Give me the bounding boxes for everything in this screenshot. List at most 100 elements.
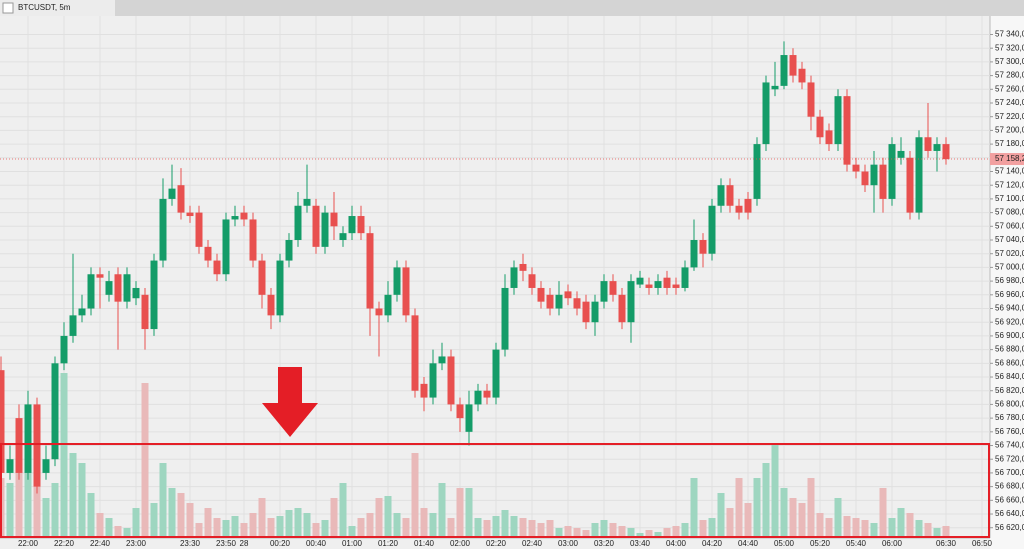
candle-body xyxy=(726,185,734,206)
tab-bar xyxy=(0,0,1024,16)
candle-body xyxy=(771,85,779,90)
x-tick-label: 01:40 xyxy=(414,539,435,548)
volume-bar xyxy=(222,520,230,538)
x-tick-label: 23:30 xyxy=(180,539,201,548)
candle-body xyxy=(258,260,266,295)
candle-body xyxy=(294,205,302,241)
candle-body xyxy=(564,291,572,299)
volume-bar xyxy=(15,443,23,538)
candle-body xyxy=(708,205,716,254)
candle-body xyxy=(132,287,140,299)
volume-bar xyxy=(294,508,302,538)
volume-bar xyxy=(186,503,194,538)
volume-bar xyxy=(726,508,734,538)
candle-body xyxy=(663,277,671,288)
x-tick-label: 05:20 xyxy=(810,539,831,548)
candle-body xyxy=(465,404,473,432)
last-price-tag xyxy=(990,153,1024,166)
candle-body xyxy=(888,144,896,199)
candle-body xyxy=(312,205,320,247)
volume-bar xyxy=(654,532,662,538)
volume-bar xyxy=(96,513,104,538)
volume-bar xyxy=(600,520,608,538)
candle-body xyxy=(834,96,842,145)
candle-body xyxy=(195,212,203,247)
y-tick-label: 56 640,0 xyxy=(995,509,1024,518)
volume-bar xyxy=(375,498,383,538)
y-tick-label: 56 760,0 xyxy=(995,427,1024,436)
candle-body xyxy=(33,404,41,487)
candle-body xyxy=(744,198,752,213)
y-tick-label: 56 800,0 xyxy=(995,400,1024,409)
y-tick-label: 56 620,0 xyxy=(995,523,1024,532)
candle-body xyxy=(816,116,824,138)
volume-bar xyxy=(591,523,599,538)
candle-body xyxy=(429,363,437,398)
candle-body xyxy=(375,308,383,316)
volume-bar xyxy=(942,526,950,538)
candle-body xyxy=(42,459,50,473)
x-tick-label: 03:40 xyxy=(630,539,651,548)
volume-bar xyxy=(645,530,653,538)
x-tick-label: 06:00 xyxy=(882,539,903,548)
volume-bar xyxy=(366,513,374,538)
volume-bar xyxy=(114,526,122,538)
y-tick-label: 57 240,0 xyxy=(995,98,1024,107)
arrow xyxy=(262,367,318,437)
y-tick-label: 56 660,0 xyxy=(995,495,1024,504)
volume-bar xyxy=(924,523,932,538)
tab-title[interactable]: BTCUSDT, 5m xyxy=(18,3,71,12)
candle-body xyxy=(366,233,374,309)
candle-body xyxy=(24,404,32,473)
volume-bar xyxy=(474,518,482,538)
candle-body xyxy=(447,356,455,405)
candle-body xyxy=(60,335,68,364)
y-tick-label: 57 060,0 xyxy=(995,221,1024,230)
x-tick-label: 02:40 xyxy=(522,539,543,548)
y-tick-label: 56 960,0 xyxy=(995,290,1024,299)
candle-body xyxy=(249,219,257,261)
candle-body xyxy=(114,274,122,302)
volume-bar xyxy=(384,496,392,538)
candle-body xyxy=(276,260,284,316)
volume-bar xyxy=(204,508,212,538)
y-tick-label: 56 720,0 xyxy=(995,454,1024,463)
volume-bar xyxy=(681,523,689,538)
volume-bar xyxy=(312,523,320,538)
volume-bar xyxy=(744,503,752,538)
candle-body xyxy=(168,188,176,199)
y-tick-label: 57 180,0 xyxy=(995,139,1024,148)
candle-body xyxy=(861,171,869,186)
volume-bar xyxy=(141,383,149,538)
x-tick-label: 06:50 xyxy=(972,539,993,548)
price-axis xyxy=(990,16,1024,549)
candle-body xyxy=(393,267,401,295)
volume-bar xyxy=(780,488,788,538)
volume-bar xyxy=(465,488,473,538)
volume-bar xyxy=(348,526,356,538)
candle-body xyxy=(798,68,806,83)
candle-body xyxy=(753,144,761,199)
x-tick-label: 03:20 xyxy=(594,539,615,548)
x-tick-label: 23:50 xyxy=(216,539,237,548)
candle-body xyxy=(609,281,617,295)
candle-body xyxy=(402,267,410,316)
x-tick-label: 01:20 xyxy=(378,539,399,548)
y-tick-label: 57 320,0 xyxy=(995,43,1024,52)
volume-bar xyxy=(213,518,221,538)
x-tick-label: 05:00 xyxy=(774,539,795,548)
volume-bar xyxy=(690,478,698,538)
candle-body xyxy=(105,281,113,295)
candle-body xyxy=(78,308,86,316)
candle-body xyxy=(384,294,392,316)
tab[interactable] xyxy=(0,0,115,16)
x-tick-label: 23:00 xyxy=(126,539,147,548)
volume-bar xyxy=(249,513,257,538)
volume-bar xyxy=(735,478,743,538)
candle-body xyxy=(681,267,689,288)
x-tick-label: 28 xyxy=(240,539,249,548)
candle-body xyxy=(51,363,59,460)
volume-bar xyxy=(636,533,644,538)
volume-bar xyxy=(402,518,410,538)
volume-bar xyxy=(897,508,905,538)
